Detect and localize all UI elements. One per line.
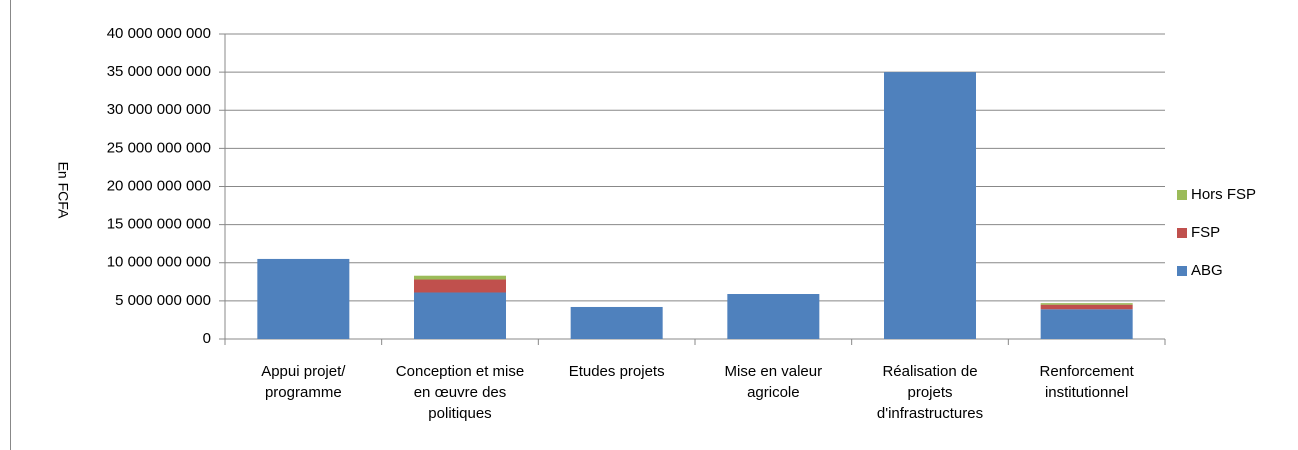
legend-label: Hors FSP [1191,186,1256,203]
bar-segment [884,72,976,339]
x-tick-label: Conception et mise en œuvre des politiqu… [395,363,525,422]
y-tick-label: 35 000 000 000 [107,63,211,80]
x-tick-label: Etudes projets [568,363,665,380]
chart-border [10,0,11,450]
bar-segment [1040,303,1133,305]
bar-segment [414,279,506,293]
y-tick-label: 20 000 000 000 [107,177,211,194]
y-tick-label: 15 000 000 000 [107,216,211,233]
y-tick-label: 40 000 000 000 [107,25,211,42]
x-tick-label: Mise en valeur agricole [724,363,823,401]
y-axis-label: En FCFA [55,162,71,219]
bar-segment [1040,304,1133,310]
legend-label: FSP [1191,224,1220,241]
y-tick-label: 5 000 000 000 [115,292,211,309]
bar-segment [1040,309,1133,339]
bar-segment [727,294,820,339]
y-tick-label: 25 000 000 000 [107,139,211,156]
x-tick-label: Appui projet/ programme [261,363,346,401]
y-tick-label: 30 000 000 000 [107,101,211,118]
legend-swatch [1177,228,1187,238]
bar-segment [570,306,663,339]
x-tick-label: Renforcement institutionnel [1039,363,1134,401]
x-tick-label: Réalisation de projets d'infrastructures [876,363,984,422]
bar-segment [414,275,506,280]
bar-segment [257,258,350,339]
legend-swatch [1177,266,1187,276]
bar-segment [414,292,506,339]
legend-label: ABG [1191,262,1223,279]
legend-swatch [1177,190,1187,200]
y-tick-label: 0 [203,330,211,347]
y-tick-label: 10 000 000 000 [107,254,211,271]
